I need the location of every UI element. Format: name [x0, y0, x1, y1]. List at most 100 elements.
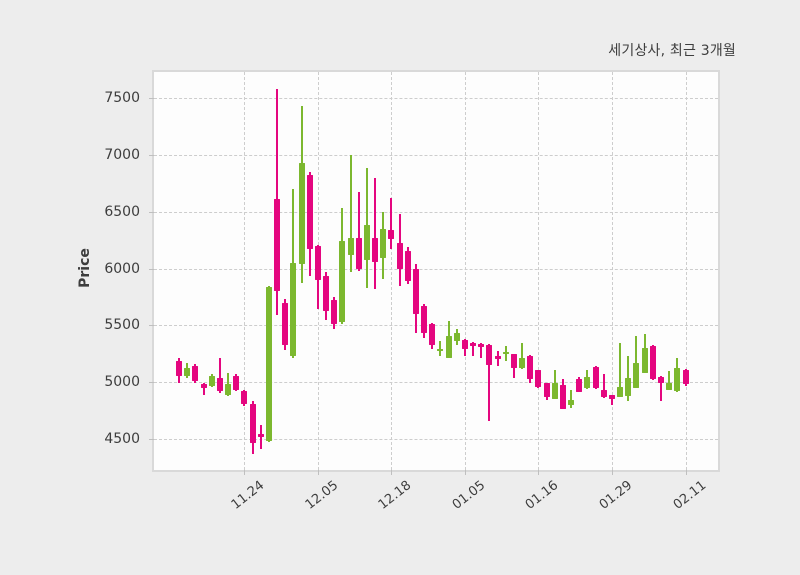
candle-down: [233, 375, 240, 390]
y-tick-label: 5500: [104, 317, 140, 334]
x-tick-label: 12.18: [376, 478, 415, 513]
candle-wick: [602, 373, 605, 398]
candle-up: [347, 238, 354, 255]
candle-down: [274, 199, 281, 291]
candle-up: [265, 287, 272, 442]
candle-up: [208, 375, 215, 387]
y-tick-mark: [149, 325, 154, 327]
candle-wick: [668, 371, 671, 391]
x-tick-mark: [611, 470, 613, 475]
y-tick-label: 7000: [104, 146, 140, 163]
candle-down: [372, 238, 379, 262]
x-tick-mark: [391, 470, 393, 475]
gridline-v: [611, 72, 613, 470]
candle-up: [519, 357, 526, 368]
candle-down: [535, 370, 542, 387]
candle-down: [600, 390, 607, 397]
y-tick-label: 5000: [104, 374, 140, 391]
gridline-h: [154, 154, 718, 156]
candle-up: [502, 352, 509, 355]
candle-down: [461, 339, 468, 350]
candle-down: [404, 250, 411, 281]
candle-wick: [390, 198, 393, 250]
y-tick-mark: [149, 154, 154, 156]
candle-down: [510, 354, 517, 368]
gridline-v: [685, 72, 687, 470]
candle-down: [306, 175, 313, 249]
x-tick-mark: [317, 470, 319, 475]
candle-wick: [439, 341, 442, 356]
candle-down: [543, 383, 550, 397]
candle-down: [421, 306, 428, 333]
gridline-v: [391, 72, 393, 470]
candle-down: [682, 369, 689, 385]
candle-down: [331, 299, 338, 325]
candle-down: [559, 385, 566, 409]
candle-wick: [357, 191, 360, 271]
candle-up: [380, 229, 387, 259]
candle-down: [216, 377, 223, 392]
candle-wick: [480, 342, 483, 358]
candle-down: [486, 344, 493, 365]
gridline-v: [538, 72, 540, 470]
candle-down: [192, 365, 199, 382]
y-tick-label: 6500: [104, 203, 140, 220]
candle-down: [314, 246, 321, 280]
candle-wick: [349, 154, 352, 273]
candle-up: [551, 383, 558, 399]
candle-up: [666, 382, 673, 390]
candle-down: [494, 356, 501, 360]
y-tick-mark: [149, 439, 154, 440]
y-tick-mark: [149, 211, 154, 213]
candle-down: [608, 395, 615, 399]
candle-down: [355, 238, 362, 270]
x-tick-label: 01.29: [596, 478, 636, 513]
candle-down: [282, 302, 289, 345]
candle-down: [527, 356, 534, 380]
candle-up: [617, 386, 624, 397]
y-tick-mark: [149, 98, 154, 99]
candle-up: [445, 336, 452, 358]
candle-wick: [488, 344, 491, 422]
candle-down: [657, 377, 664, 383]
gridline-h: [154, 382, 718, 384]
candle-up: [625, 377, 632, 397]
candle-wick: [610, 394, 613, 406]
chart-title: 세기상사, 최근 3개월: [608, 43, 736, 59]
candle-wick: [521, 342, 524, 369]
candle-wick: [570, 390, 573, 409]
candle-wick: [227, 373, 230, 396]
candle-up: [633, 362, 640, 388]
candle-up: [298, 162, 305, 264]
grid-layer: [154, 72, 718, 470]
candle-up: [225, 384, 232, 395]
candle-up: [339, 240, 346, 323]
candle-down: [470, 342, 477, 346]
x-tick-mark: [685, 470, 687, 475]
candle-up: [453, 332, 460, 342]
candle-wick: [659, 376, 662, 402]
x-tick-label: 02.11: [670, 478, 709, 513]
candle-up: [568, 400, 575, 406]
y-tick-mark: [149, 268, 154, 270]
candle-wick: [619, 342, 622, 398]
candle-down: [257, 433, 264, 437]
candle-up: [641, 348, 648, 374]
x-tick-label: 12.05: [302, 478, 342, 513]
candle-down: [649, 345, 656, 380]
candle-up: [674, 367, 681, 392]
candle-down: [176, 360, 182, 376]
x-tick-label: 01.16: [523, 478, 562, 513]
candle-wick: [202, 383, 205, 395]
y-tick-label: 7500: [104, 90, 140, 106]
candle-down: [200, 384, 207, 388]
candle-down: [323, 275, 330, 312]
candle-down: [576, 378, 583, 392]
x-tick-mark: [244, 470, 246, 475]
gridline-h: [154, 325, 718, 327]
gridline-h: [154, 268, 718, 270]
candle-wick: [259, 425, 262, 450]
x-tick-mark: [538, 470, 540, 475]
x-tick-mark: [464, 470, 466, 475]
